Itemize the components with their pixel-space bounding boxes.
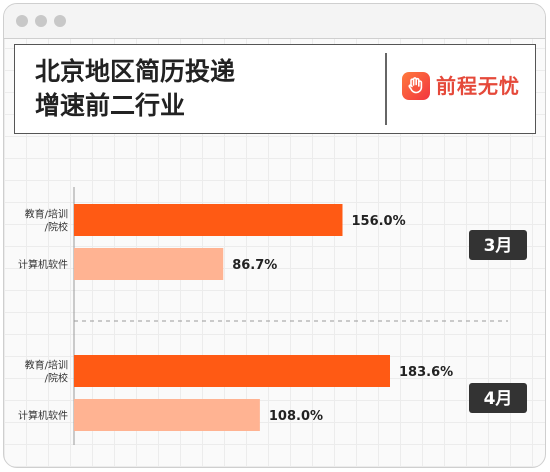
month-tag-label: 3月 <box>484 236 513 256</box>
bar-value-label: 108.0% <box>269 409 323 424</box>
category-label: 计算机软件 <box>18 409 68 422</box>
category-label: 教育/培训 <box>25 208 68 221</box>
category-label: /院校 <box>45 221 68 234</box>
category-label: 教育/培训 <box>25 359 68 372</box>
bar-value-label: 86.7% <box>232 258 277 273</box>
brand-name: 前程无忧 <box>436 74 520 98</box>
title-bar <box>4 4 545 39</box>
bar <box>74 204 343 236</box>
title-line-1: 北京地区简历投递 <box>35 57 236 86</box>
bar <box>74 399 260 431</box>
hand-icon <box>408 77 423 94</box>
title-line-2: 增速前二行业 <box>35 91 186 120</box>
window-control-dot[interactable] <box>54 15 66 27</box>
bar-value-label: 183.6% <box>399 365 453 380</box>
header-panel: 北京地区简历投递 增速前二行业 前程无忧 <box>14 44 536 134</box>
brand-logo-icon <box>402 72 430 100</box>
window-control-dot[interactable] <box>16 15 28 27</box>
month-tag-bg <box>469 230 527 260</box>
bar <box>74 355 390 387</box>
category-label: /院校 <box>45 372 68 385</box>
page-title: 北京地区简历投递 增速前二行业 <box>35 55 235 123</box>
bar-value-label: 156.0% <box>351 214 405 229</box>
month-tag: 3月 <box>469 230 527 260</box>
header-divider <box>385 53 387 125</box>
bar <box>74 248 224 280</box>
month-tag-label: 4月 <box>484 389 513 409</box>
category-label: 计算机软件 <box>18 258 68 271</box>
month-tag-bg <box>469 383 527 413</box>
window-control-dot[interactable] <box>35 15 47 27</box>
month-tag: 4月 <box>469 383 527 413</box>
